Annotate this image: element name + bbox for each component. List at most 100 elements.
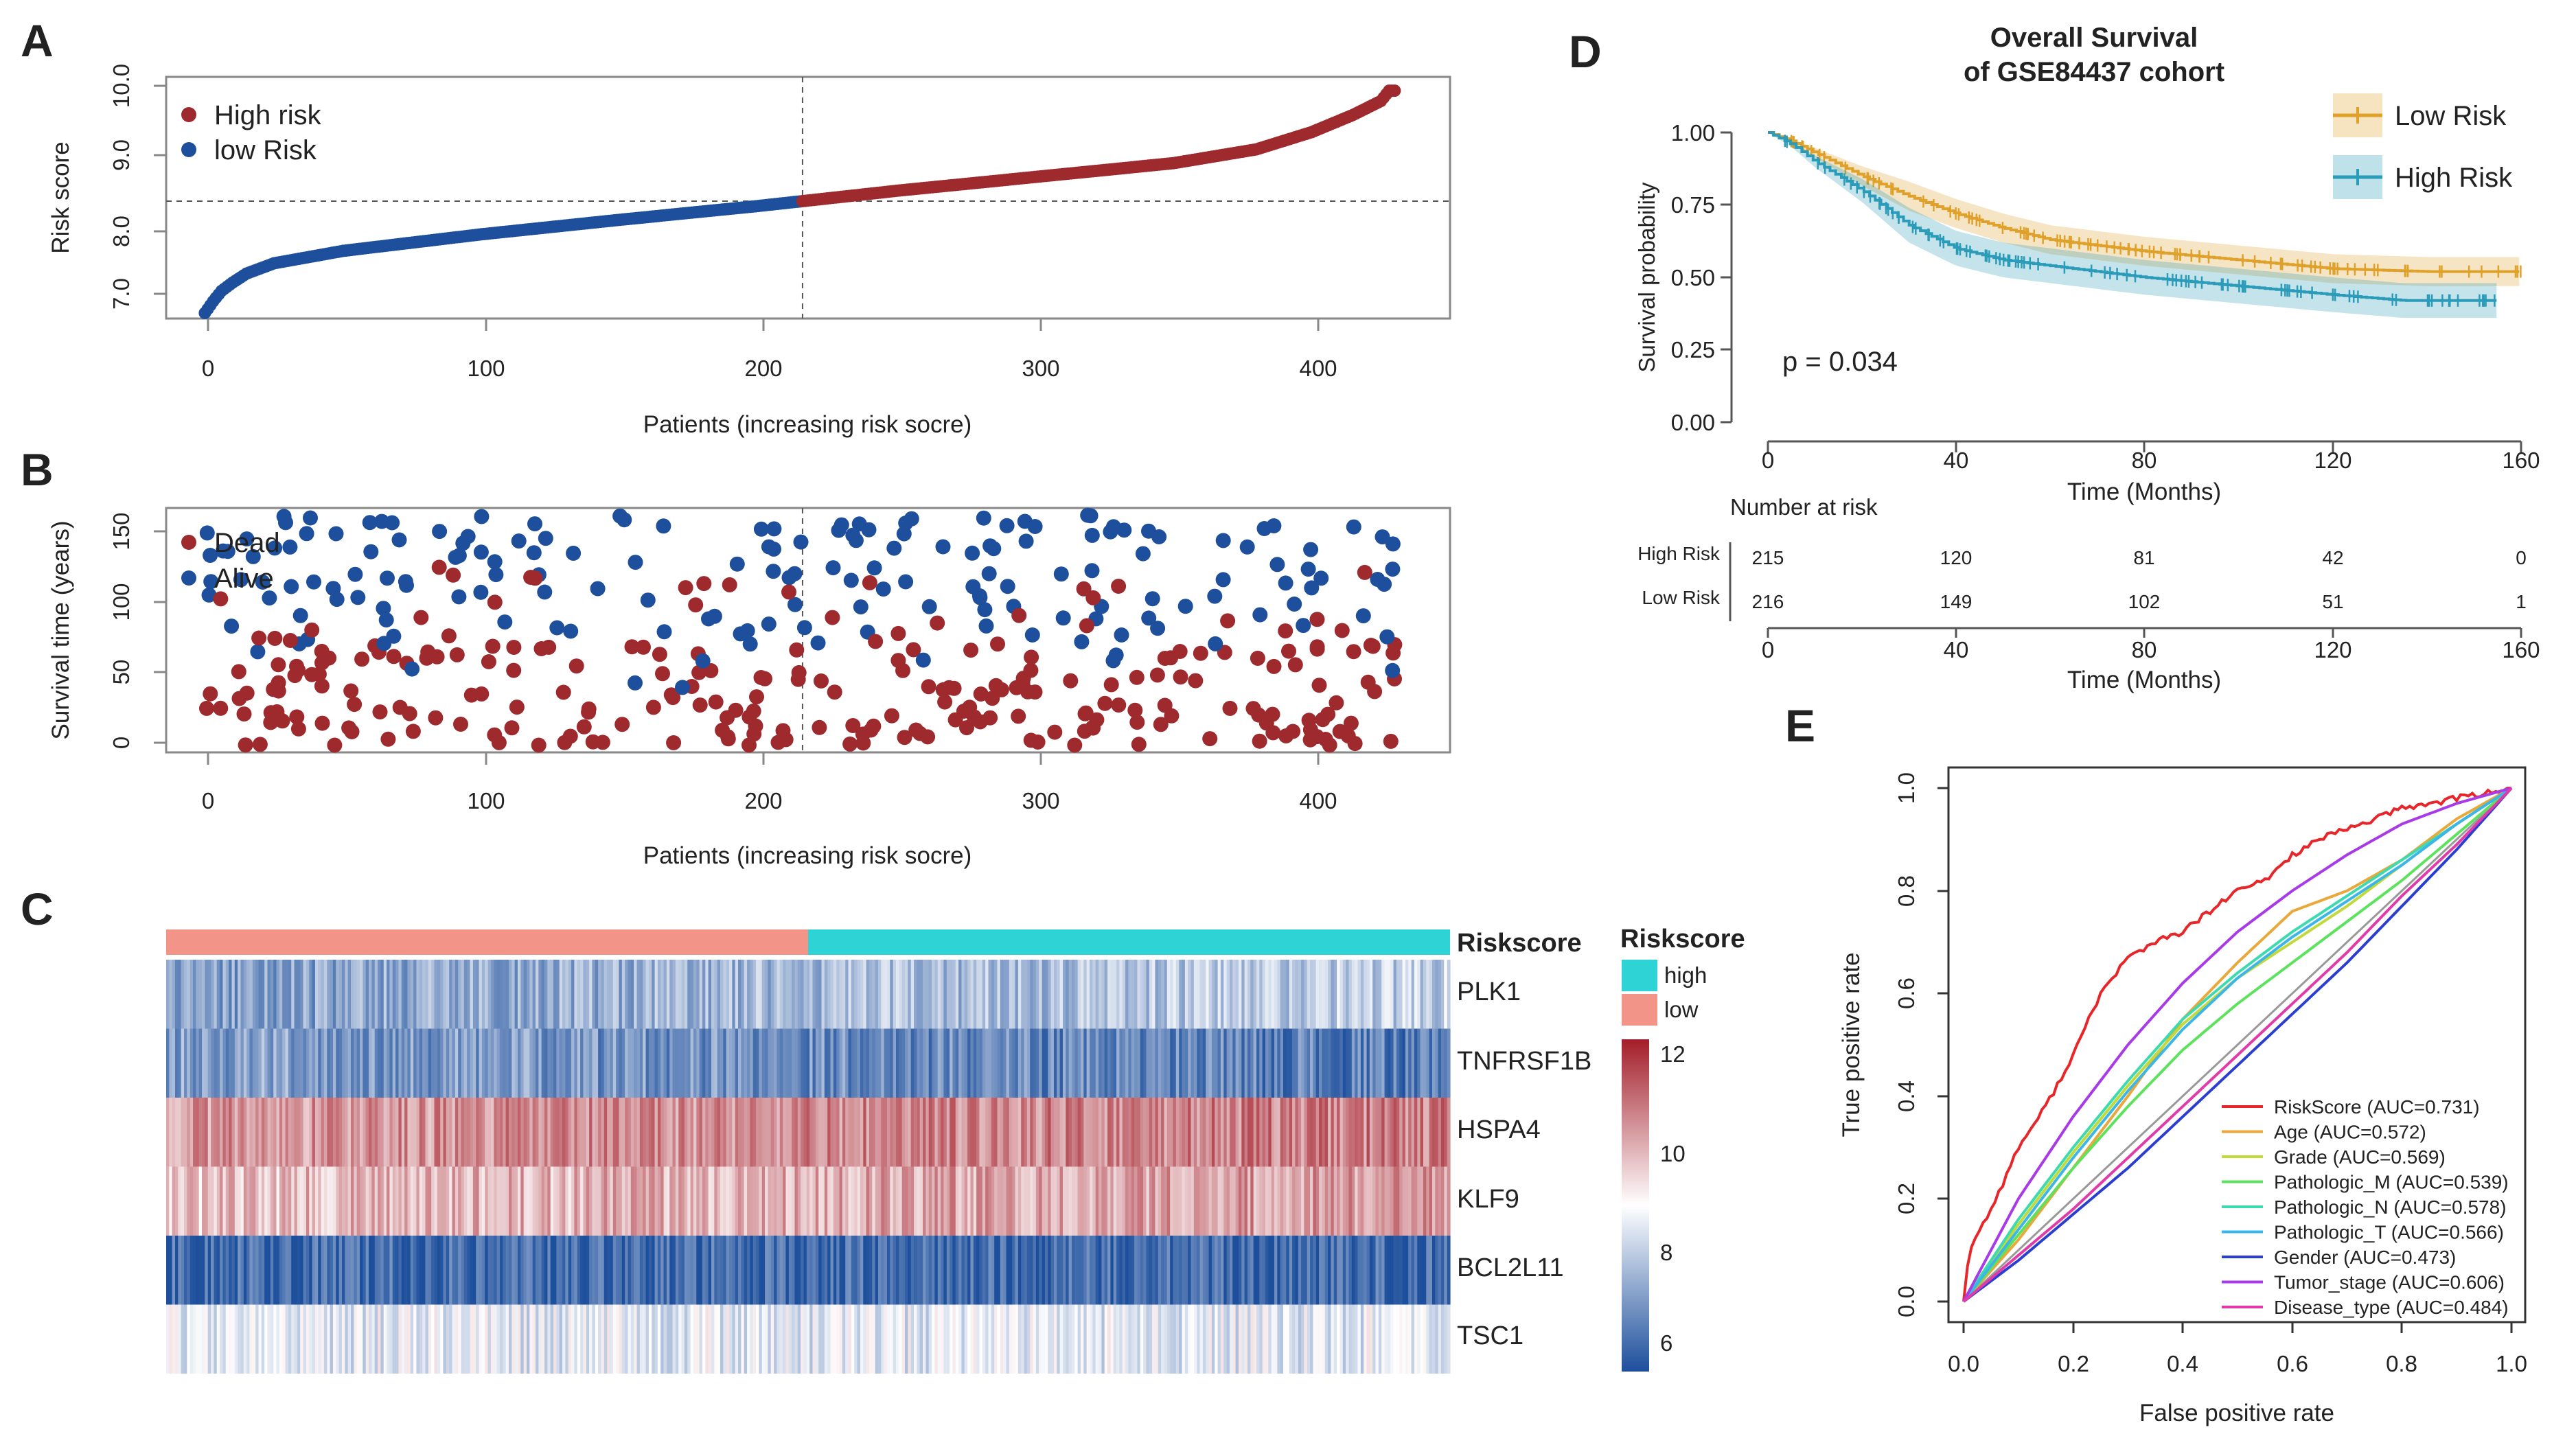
heatmap-cell (1119, 1304, 1123, 1374)
alive-point (1055, 610, 1071, 626)
heatmap-cell (369, 1166, 372, 1236)
heatmap-cell (681, 960, 685, 1029)
heatmap-cell (175, 1166, 179, 1236)
heatmap-cell (1268, 1304, 1272, 1374)
heatmap-cell (1134, 960, 1138, 1029)
heatmap-cell (1447, 1028, 1451, 1098)
heatmap-cell (526, 1304, 530, 1374)
heatmap-cell (732, 960, 736, 1029)
risk-table-title: Number at risk (1730, 494, 1878, 520)
heatmap-cell (1315, 1166, 1320, 1236)
dead-point (1202, 731, 1218, 747)
heatmap-cell (1208, 1236, 1212, 1305)
heatmap-cell (1411, 1236, 1415, 1305)
heatmap-cell (952, 1236, 956, 1305)
heatmap-cell (1000, 1028, 1004, 1098)
heatmap-cell (839, 1236, 843, 1305)
heatmap-cell (914, 960, 917, 1029)
heatmap-cell (416, 1028, 420, 1098)
heatmap-cell (544, 1166, 548, 1236)
heatmap-cell (1035, 960, 1039, 1029)
heatmap-cell (723, 1166, 727, 1236)
alive-point (1084, 563, 1100, 579)
heatmap-cell (1012, 1236, 1016, 1305)
heatmap-cell (783, 1098, 787, 1167)
alive-point (1074, 634, 1090, 649)
heatmap-cell (839, 1166, 843, 1236)
heatmap-cell (196, 1028, 200, 1098)
heatmap-cell (761, 1028, 766, 1098)
heatmap-cell (1128, 1236, 1132, 1305)
dead-point (487, 594, 503, 610)
heatmap-cell (1095, 960, 1099, 1029)
heatmap-cell (341, 1304, 345, 1374)
heatmap-cell (919, 1166, 923, 1236)
heatmap-cell (297, 960, 301, 1029)
heatmap-cell (1411, 1166, 1415, 1236)
heatmap-cell (744, 1304, 748, 1374)
dead-point (491, 735, 507, 750)
dead-point (1302, 732, 1318, 748)
heatmap-cell (205, 1304, 209, 1374)
heatmap-cell (369, 1028, 372, 1098)
heatmap-cell (1280, 1166, 1284, 1236)
heatmap-cell (288, 960, 292, 1029)
heatmap-cell (994, 1098, 998, 1167)
heatmap-cell (714, 960, 718, 1029)
heatmap-cell (1199, 1236, 1204, 1305)
heatmap-cell (211, 1028, 215, 1098)
svg-text:50: 50 (108, 660, 134, 685)
heatmap-cell (1405, 1166, 1409, 1236)
heatmap-cell (1206, 1098, 1210, 1167)
alive-point (656, 518, 671, 534)
heatmap-cell (1438, 1098, 1442, 1167)
heatmap-cell (577, 1028, 581, 1098)
heatmap-cell (503, 1236, 507, 1305)
dead-point (1023, 732, 1039, 748)
heatmap-row-tsc1 (166, 1304, 1451, 1374)
heatmap-cell (1131, 1236, 1135, 1305)
heatmap-cell (672, 1098, 676, 1167)
heatmap-cell (747, 1098, 750, 1167)
heatmap-cell (1355, 1236, 1359, 1305)
heatmap-cell (574, 1028, 578, 1098)
heatmap-cell (240, 1098, 244, 1167)
heatmap-cell (1197, 1098, 1201, 1167)
heatmap-cell (211, 1236, 215, 1305)
panel-d-legend: Low Risk High Risk (2333, 93, 2513, 199)
heatmap-cell (1292, 1236, 1296, 1305)
heatmap-cell (610, 1166, 614, 1236)
heatmap-cell (529, 1166, 533, 1236)
heatmap-cell (696, 1098, 700, 1167)
heatmap-cell (621, 1028, 625, 1098)
heatmap-cell (943, 1304, 947, 1374)
heatmap-cell (544, 1098, 548, 1167)
heatmap-cell (1328, 1236, 1332, 1305)
heatmap-cell (1241, 1098, 1245, 1167)
heatmap-cell (1057, 960, 1061, 1029)
heatmap-cell (306, 1236, 310, 1305)
heatmap-cell (877, 1304, 882, 1374)
heatmap-cell (425, 1166, 429, 1236)
heatmap-cell (812, 1028, 816, 1098)
heatmap-cell (363, 960, 367, 1029)
heatmap-cell (225, 1304, 229, 1374)
heatmap-cell (514, 1166, 518, 1236)
svg-text:1.0: 1.0 (1894, 772, 1919, 804)
heatmap-cell (365, 960, 369, 1029)
alive-point (451, 548, 467, 564)
heatmap-cell (345, 1236, 349, 1305)
heatmap-cell (708, 960, 712, 1029)
heatmap-cell (380, 960, 384, 1029)
heatmap-cell (1307, 1166, 1311, 1236)
heatmap-cell (672, 1236, 676, 1305)
alive-point (729, 556, 745, 572)
heatmap-cell (565, 960, 569, 1029)
heatmap-cell (612, 1098, 617, 1167)
heatmap-cell (1134, 1236, 1138, 1305)
heatmap-cell (738, 1166, 741, 1236)
heatmap-cell (619, 1028, 623, 1098)
heatmap-cell (952, 960, 956, 1029)
heatmap-cell (768, 960, 772, 1029)
heatmap-cell (323, 960, 327, 1029)
